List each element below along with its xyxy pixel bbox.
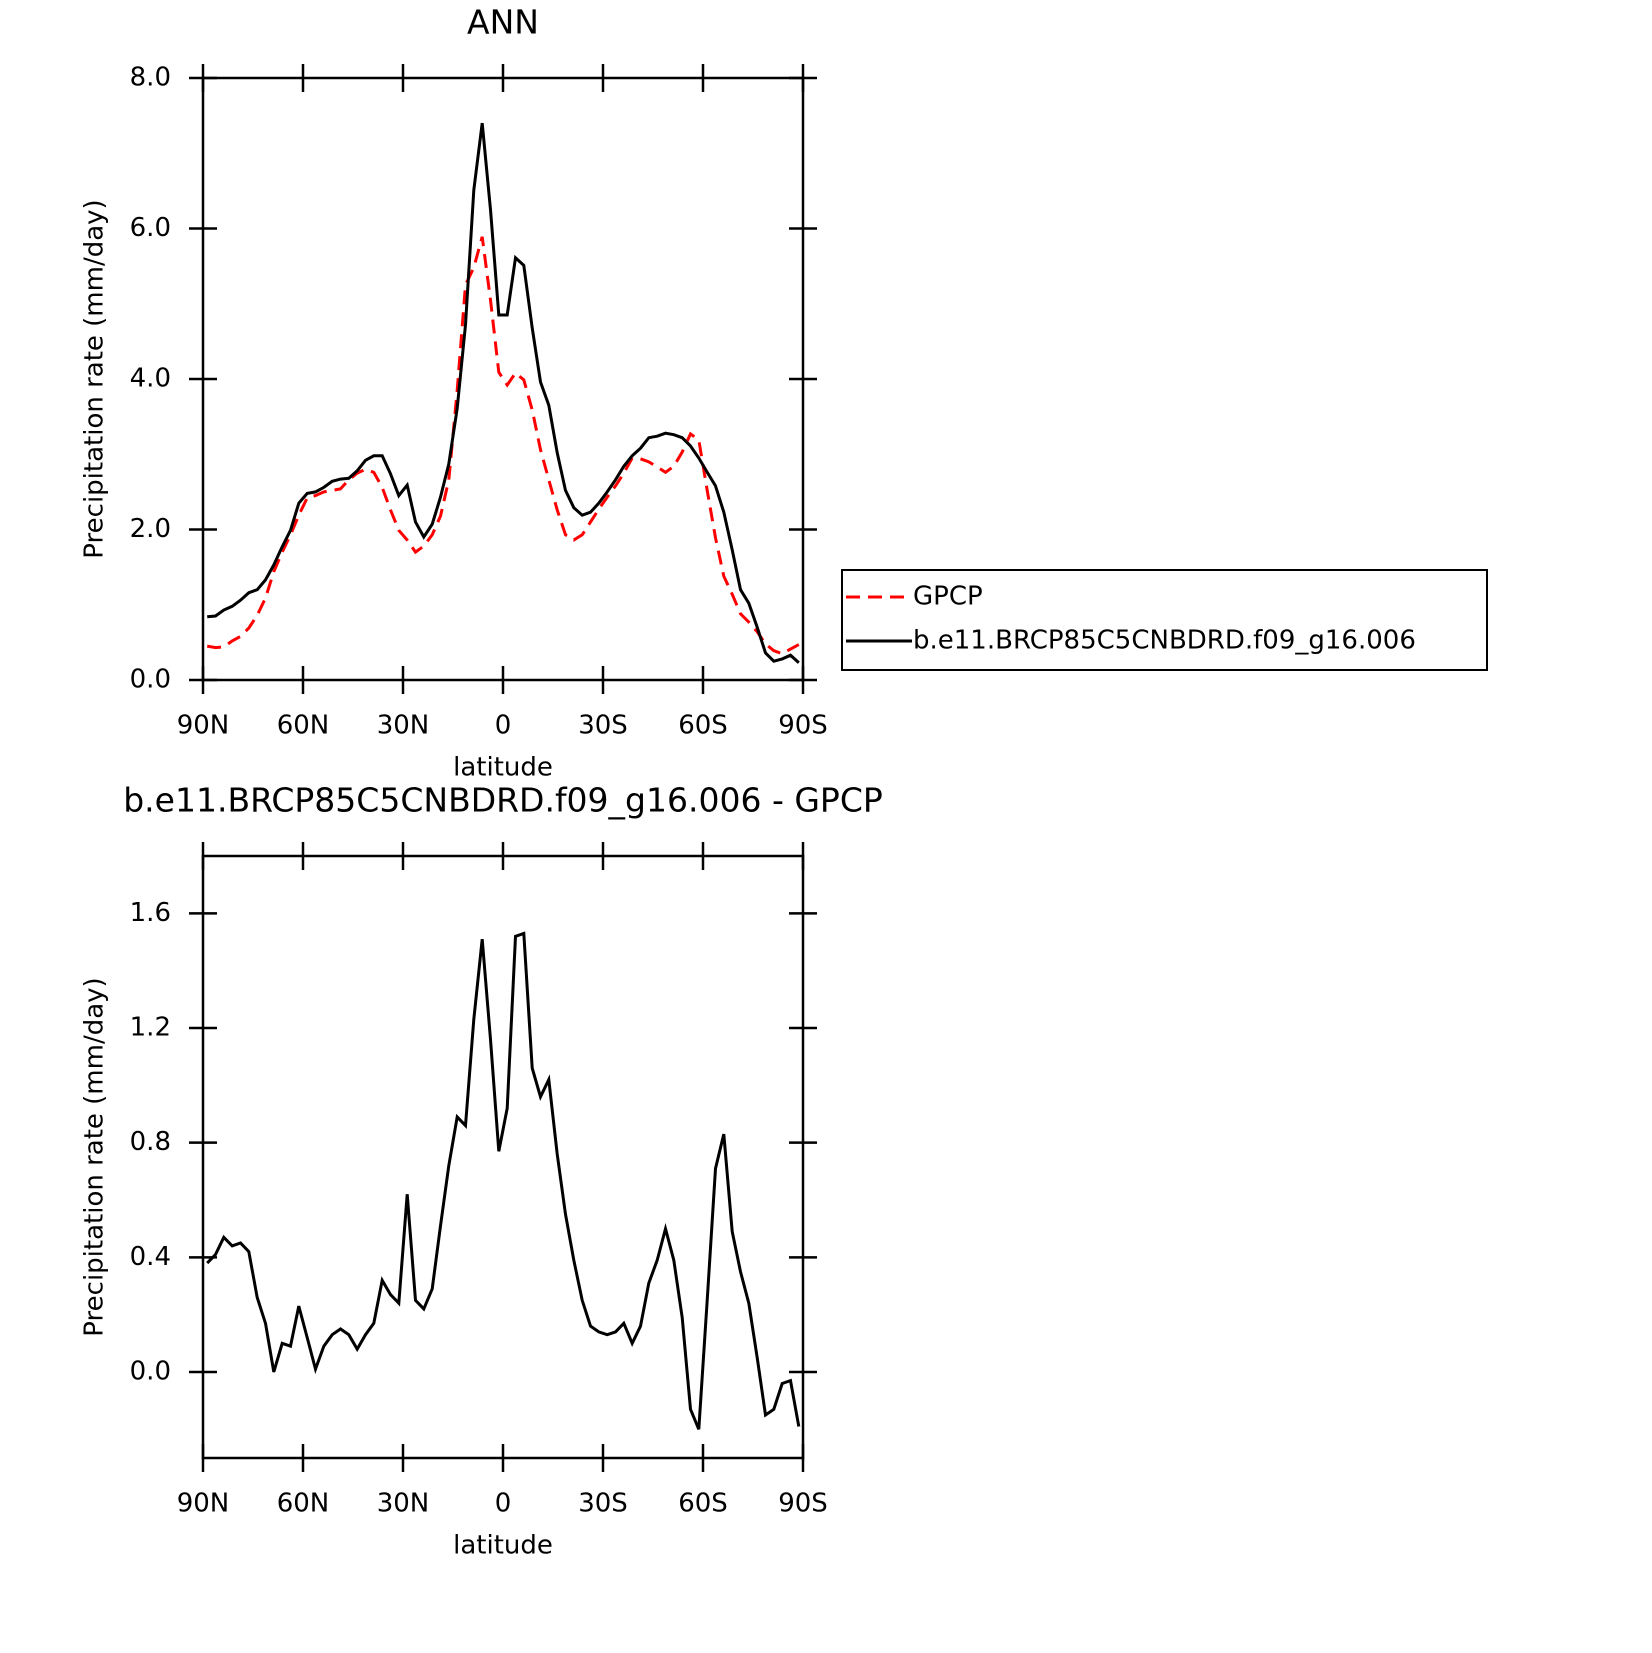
x-tick-label: 90N bbox=[177, 1489, 230, 1519]
data-line bbox=[207, 122, 800, 664]
x-tick-label: 90S bbox=[778, 1489, 828, 1519]
y-tick-label: 1.2 bbox=[130, 1013, 171, 1043]
x-tick-label: 90S bbox=[778, 711, 828, 741]
legend-box bbox=[841, 569, 1488, 671]
x-tick-label: 60S bbox=[678, 1489, 728, 1519]
legend-label: b.e11.BRCP85C5CNBDRD.f09_g16.006 bbox=[913, 626, 1416, 656]
x-tick-label: 90N bbox=[177, 711, 230, 741]
data-line bbox=[206, 931, 801, 1430]
y-tick-label: 4.0 bbox=[130, 364, 171, 394]
x-tick-label: 60N bbox=[277, 1489, 330, 1519]
x-tick-label: 30S bbox=[578, 711, 628, 741]
x-tick-label: 30N bbox=[377, 1489, 430, 1519]
x-tick-label: 60N bbox=[277, 711, 330, 741]
y-tick-label: 2.0 bbox=[130, 514, 171, 544]
y-axis-label: Precipitation rate (mm/day) bbox=[80, 977, 110, 1336]
x-axis-label: latitude bbox=[453, 753, 553, 783]
x-tick-label: 0 bbox=[495, 711, 512, 741]
y-tick-label: 0.0 bbox=[130, 1357, 171, 1387]
x-tick-label: 30N bbox=[377, 711, 430, 741]
data-line bbox=[206, 236, 800, 656]
x-tick-label: 30S bbox=[578, 1489, 628, 1519]
chart-title: ANN bbox=[467, 3, 539, 42]
y-tick-label: 0.8 bbox=[130, 1127, 171, 1157]
legend-label: GPCP bbox=[913, 582, 983, 612]
chart-title: b.e11.BRCP85C5CNBDRD.f09_g16.006 - GPCP bbox=[123, 781, 883, 820]
plot-frame bbox=[201, 76, 805, 682]
y-tick-label: 8.0 bbox=[130, 63, 171, 93]
x-tick-label: 0 bbox=[495, 1489, 512, 1519]
y-tick-label: 0.0 bbox=[130, 665, 171, 695]
x-tick-label: 60S bbox=[678, 711, 728, 741]
plot-frame bbox=[201, 854, 805, 1460]
y-tick-label: 6.0 bbox=[130, 213, 171, 243]
y-tick-label: 0.4 bbox=[130, 1242, 171, 1272]
y-axis-label: Precipitation rate (mm/day) bbox=[80, 199, 110, 558]
y-tick-label: 1.6 bbox=[130, 898, 171, 928]
x-axis-label: latitude bbox=[453, 1531, 553, 1561]
